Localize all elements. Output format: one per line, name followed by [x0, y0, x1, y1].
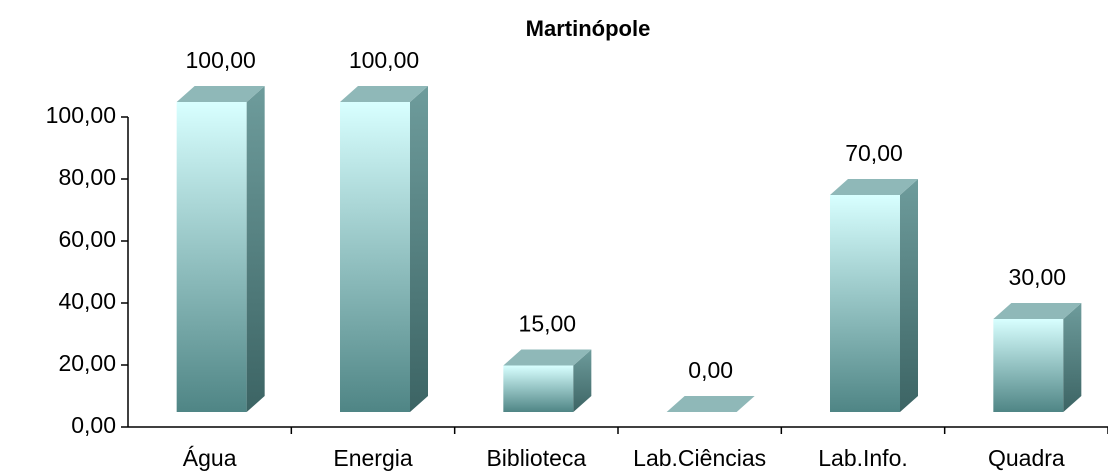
value-label: 30,00 — [1009, 264, 1067, 290]
bar-front — [176, 102, 247, 412]
bar-top — [993, 303, 1082, 319]
bar-front — [503, 365, 574, 412]
bar-side — [1063, 303, 1082, 412]
value-label: 100,00 — [349, 47, 419, 73]
bar-top — [666, 396, 755, 412]
y-tick-label: 40,00 — [58, 288, 116, 314]
bar-side — [573, 349, 592, 412]
chart-title: Martinópole — [526, 16, 651, 41]
x-tick-label: Lab.Info. — [818, 445, 908, 471]
value-label: 0,00 — [688, 357, 733, 383]
x-tick-label: Lab.Ciências — [633, 445, 766, 471]
bar-top — [340, 86, 428, 102]
bar-front — [830, 195, 900, 412]
bar-top — [176, 86, 265, 102]
bar-side — [900, 179, 918, 412]
value-label: 70,00 — [845, 140, 903, 166]
x-tick-label: Biblioteca — [486, 445, 586, 471]
x-tick-label: Quadra — [988, 445, 1065, 471]
y-tick-label: 100,00 — [46, 102, 116, 128]
bar-front — [993, 319, 1064, 412]
x-tick-label: Água — [183, 445, 237, 471]
value-label: 15,00 — [519, 311, 577, 337]
bar-top — [830, 179, 918, 195]
y-tick-label: 60,00 — [58, 226, 116, 252]
bar-side — [410, 86, 428, 412]
y-tick-label: 80,00 — [58, 164, 116, 190]
x-tick-label: Energia — [333, 445, 412, 471]
value-label: 100,00 — [185, 47, 255, 73]
y-tick-label: 0,00 — [71, 412, 116, 438]
bar-front — [340, 102, 410, 412]
bar-side — [246, 86, 265, 412]
y-tick-label: 20,00 — [58, 350, 116, 376]
bar-top — [503, 349, 592, 366]
